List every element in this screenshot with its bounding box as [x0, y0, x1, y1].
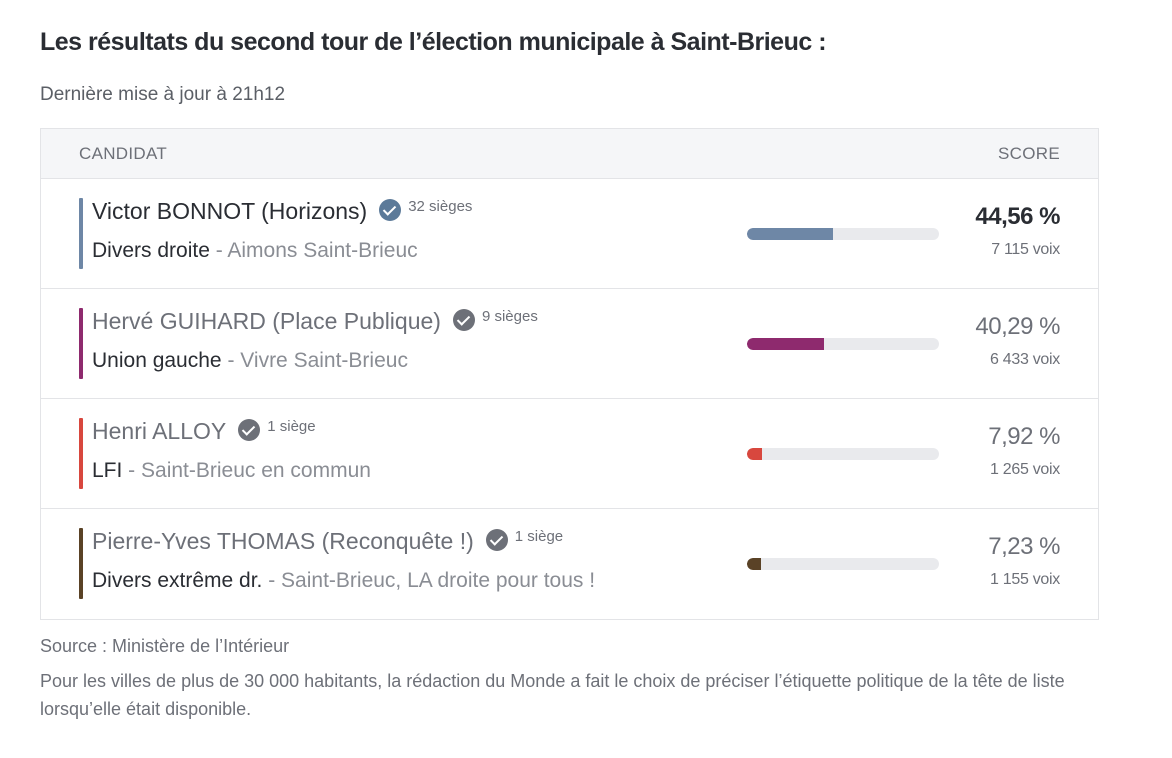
table-row: Henri ALLOY 1 siège LFI - Saint-Brieuc en…: [41, 399, 1098, 509]
votes-count: 1 265 voix: [990, 461, 1060, 478]
score-bar-fill: [747, 558, 761, 570]
candidate-name-line: Hervé GUIHARD (Place Publique) 9 sièges: [92, 308, 538, 335]
score-percent: 44,56 %: [975, 203, 1060, 230]
score-percent: 40,29 %: [975, 313, 1060, 340]
score-bar: [747, 558, 939, 570]
check-circle-icon: [379, 198, 402, 221]
score-bar-fill: [747, 448, 763, 460]
header-score: SCORE: [998, 144, 1060, 163]
candidate-list-line: Union gauche - Vivre Saint-Brieuc: [92, 349, 408, 373]
last-update: Dernière mise à jour à 21h12: [40, 84, 286, 105]
candidate-name: Hervé GUIHARD (Place Publique): [92, 308, 441, 334]
page-title: Les résultats du second tour de l’électi…: [40, 28, 827, 56]
candidate-name-line: Henri ALLOY 1 siège: [92, 418, 316, 445]
political-nuance: Divers droite: [92, 239, 210, 262]
party-color-bar: [79, 198, 83, 269]
source-note: Source : Ministère de l’Intérieur: [40, 636, 290, 656]
seats-count: 1 siège: [267, 418, 316, 436]
list-name: - Aimons Saint-Brieuc: [209, 239, 418, 262]
candidate-name: Victor BONNOT (Horizons): [92, 198, 368, 224]
header-candidate: CANDIDAT: [79, 144, 168, 163]
seats-count: 32 sièges: [408, 198, 473, 216]
political-nuance: Divers extrême dr.: [92, 569, 263, 592]
methodology-note: Pour les villes de plus de 30 000 habita…: [40, 671, 1065, 719]
votes-count: 6 433 voix: [990, 351, 1060, 368]
check-circle-icon: [485, 528, 508, 551]
table-row: Hervé GUIHARD (Place Publique) 9 sièges U…: [41, 289, 1098, 399]
score-bar-fill: [747, 228, 833, 240]
list-name: - Vivre Saint-Brieuc: [221, 349, 408, 372]
score-percent: 7,92 %: [988, 423, 1060, 450]
score-bar: [747, 448, 939, 460]
check-circle-icon: [238, 418, 261, 441]
votes-count: 7 115 voix: [991, 241, 1060, 258]
check-circle-icon: [452, 308, 475, 331]
political-nuance: Union gauche: [92, 349, 222, 372]
party-color-bar: [79, 528, 83, 599]
table-row: Pierre-Yves THOMAS (Reconquête !) 1 siège…: [41, 509, 1098, 619]
score-bar: [747, 228, 939, 240]
party-color-bar: [79, 308, 83, 379]
results-table: CANDIDAT SCORE Victor BONNOT (Horizons) 3…: [40, 128, 1099, 620]
candidate-name: Henri ALLOY: [92, 418, 227, 444]
list-name: - Saint-Brieuc en commun: [122, 459, 371, 482]
candidate-list-line: Divers extrême dr. - Saint-Brieuc, LA dr…: [92, 569, 595, 593]
score-percent: 7,23 %: [988, 533, 1060, 560]
seats-count: 1 siège: [514, 528, 564, 546]
political-nuance: LFI: [92, 459, 123, 482]
candidate-list-line: Divers droite - Aimons Saint-Brieuc: [92, 239, 418, 263]
table-header: CANDIDAT SCORE: [41, 129, 1098, 179]
candidate-name-line: Victor BONNOT (Horizons) 32 sièges: [92, 198, 472, 225]
candidate-name: Pierre-Yves THOMAS (Reconquête !): [92, 528, 474, 554]
list-name: - Saint-Brieuc, LA droite pour tous !: [262, 569, 596, 592]
candidate-list-line: LFI - Saint-Brieuc en commun: [92, 459, 371, 483]
votes-count: 1 155 voix: [990, 571, 1060, 588]
score-bar: [747, 338, 939, 350]
candidate-name-line: Pierre-Yves THOMAS (Reconquête !) 1 siège: [92, 528, 563, 555]
party-color-bar: [79, 418, 83, 489]
table-row: Victor BONNOT (Horizons) 32 sièges Divers…: [41, 179, 1098, 289]
seats-count: 9 sièges: [481, 308, 538, 326]
score-bar-fill: [747, 338, 825, 350]
